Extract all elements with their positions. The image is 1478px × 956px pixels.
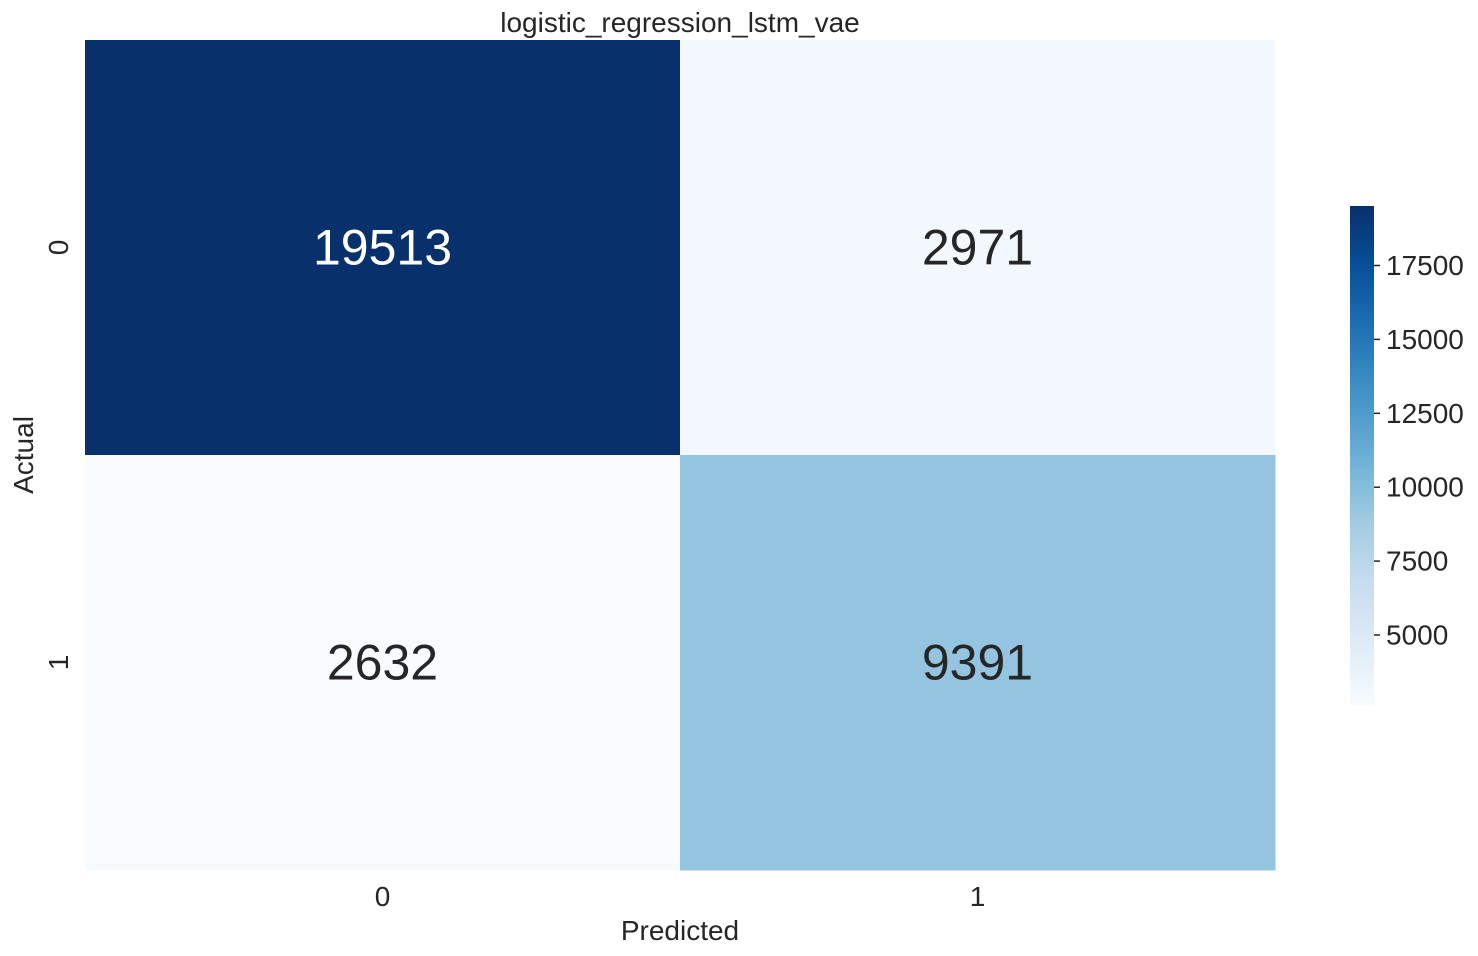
x-axis-label: Predicted	[621, 915, 739, 946]
colorbar-tick-label-15000: 15000	[1386, 324, 1464, 355]
y-axis-label: Actual	[8, 416, 39, 494]
y-tick-label-0: 0	[43, 240, 74, 256]
heatmap-cell-r1-c1	[680, 455, 1276, 871]
y-tick-labels: 01	[43, 240, 74, 671]
colorbar-tick-label-12500: 12500	[1386, 398, 1464, 429]
heatmap-cells	[85, 40, 1276, 871]
heatmap-cell-r1-c0	[85, 455, 681, 871]
chart-title: logistic_regression_lstm_vae	[500, 7, 860, 38]
y-tick-label-1: 1	[43, 655, 74, 671]
cell-value-label-r0-c0: 19513	[313, 220, 452, 276]
colorbar-tick-label-5000: 5000	[1386, 620, 1448, 651]
x-tick-label-0: 0	[375, 881, 391, 912]
colorbar-tick-label-17500: 17500	[1386, 250, 1464, 281]
heatmap-cell-r0-c0	[85, 40, 681, 456]
cell-value-label-r1-c0: 2632	[327, 635, 438, 691]
cell-value-label-r1-c1: 9391	[922, 635, 1033, 691]
x-tick-label-1: 1	[970, 881, 986, 912]
cell-value-label-r0-c1: 2971	[922, 220, 1033, 276]
colorbar	[1350, 206, 1374, 705]
colorbar-tick-label-10000: 10000	[1386, 472, 1464, 503]
colorbar-tick-label-7500: 7500	[1386, 546, 1448, 577]
colorbar-ticks: 5000 7500 10000 12500 15000 17500	[1374, 250, 1464, 651]
heatmap-cell-labels: 19513 2971 2632 9391	[313, 220, 1033, 691]
heatmap-cell-r0-c1	[680, 40, 1276, 456]
